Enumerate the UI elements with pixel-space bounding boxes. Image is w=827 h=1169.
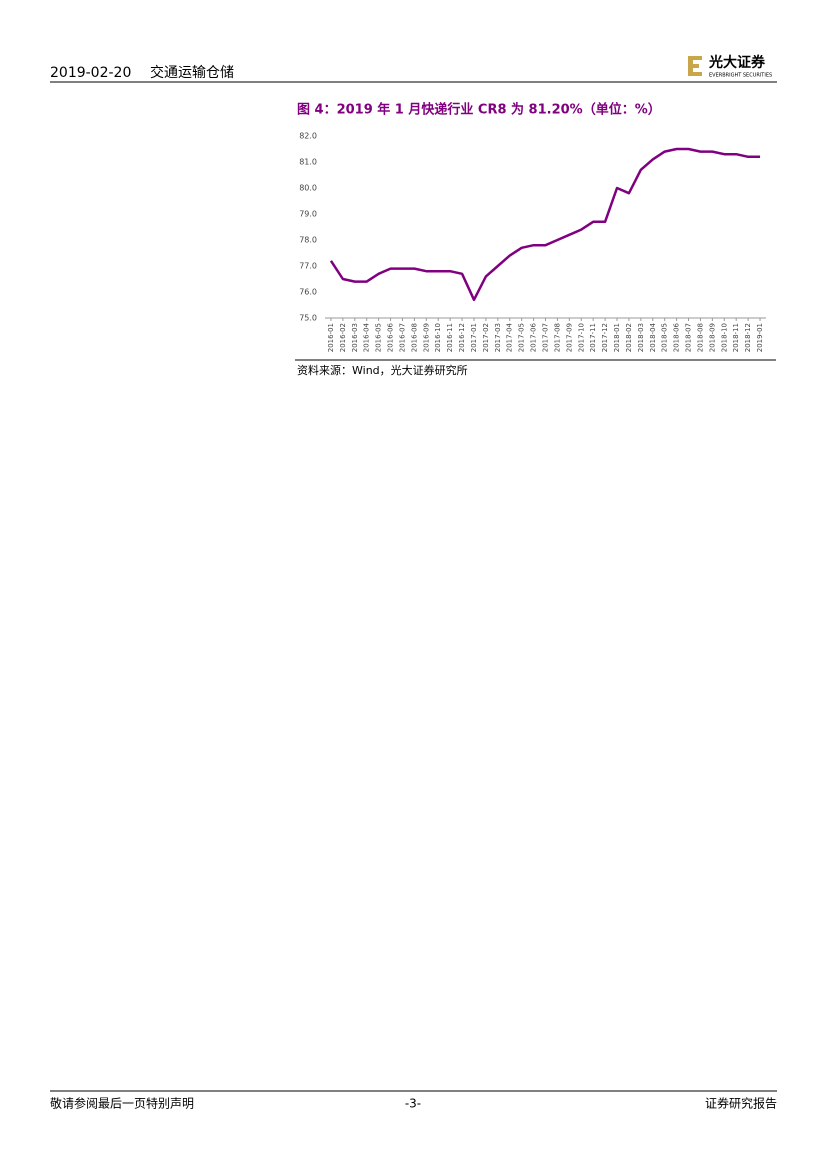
- logo-mark: [688, 64, 699, 68]
- x-tick-label: 2018-07: [685, 323, 693, 352]
- x-tick-label: 2017-05: [518, 323, 526, 352]
- x-tick-label: 2016-01: [327, 323, 335, 352]
- x-tick-label: 2016-10: [434, 323, 442, 352]
- y-tick-label: 80.0: [299, 184, 317, 193]
- x-tick-label: 2016-11: [446, 323, 454, 352]
- logo-cn: 光大证券: [708, 54, 766, 71]
- x-tick-label: 2016-12: [458, 323, 466, 352]
- chart: 75.0 76.0 77.0 78.0 79.0 80.0 81.0 82.0 2016-01 2…: [299, 132, 766, 352]
- y-tick-label: 77.0: [299, 262, 317, 271]
- footer-page: -3-: [405, 1097, 421, 1111]
- footer-report-type: 证券研究报告: [705, 1096, 777, 1111]
- x-tick-label: 2016-07: [398, 323, 406, 352]
- x-tick-label: 2018-12: [744, 323, 752, 352]
- x-tick-label: 2016-09: [422, 323, 430, 352]
- x-tick-label: 2016-08: [410, 323, 418, 352]
- x-tick-label: 2017-03: [494, 323, 502, 352]
- x-tick-label: 2017-11: [589, 323, 597, 352]
- x-tick-label: 2018-11: [732, 323, 740, 352]
- x-tick-label: 2017-02: [482, 323, 490, 352]
- x-tick-label: 2018-05: [661, 323, 669, 352]
- x-tick-label: 2018-01: [613, 323, 621, 352]
- x-tick-label: 2019-01: [756, 323, 764, 352]
- y-tick-label: 76.0: [299, 288, 317, 297]
- x-tick-label: 2017-07: [542, 323, 550, 352]
- x-tick-label: 2018-04: [649, 322, 657, 352]
- x-tick-label: 2016-03: [351, 323, 359, 352]
- x-tick-label: 2018-03: [637, 323, 645, 352]
- y-tick-label: 81.0: [299, 158, 317, 167]
- logo-mark: [688, 56, 702, 60]
- x-tick-label: 2018-08: [696, 323, 704, 352]
- logo-mark: [688, 72, 702, 76]
- x-tick-label: 2018-06: [673, 322, 681, 352]
- x-tick-label: 2017-01: [470, 323, 478, 352]
- x-tick-label: 2017-08: [553, 323, 561, 352]
- header-date: 2019-02-20: [50, 65, 131, 81]
- logo-en: EVERBRIGHT SECURITIES: [709, 73, 772, 79]
- x-tick-label: 2016-04: [363, 322, 371, 352]
- x-tick-label: 2018-10: [720, 323, 728, 352]
- x-tick-label: 2016-02: [339, 323, 347, 352]
- line-series: [329, 147, 761, 302]
- y-tick-label: 82.0: [299, 132, 317, 141]
- y-tick-label: 78.0: [299, 236, 317, 245]
- figure-source: 资料来源：Wind，光大证券研究所: [297, 363, 468, 377]
- x-tick-label: 2017-10: [577, 323, 585, 352]
- footer-disclaimer: 敬请参阅最后一页特别声明: [50, 1096, 194, 1111]
- x-tick-label: 2017-06: [530, 322, 538, 352]
- header-sector: 交通运输仓储: [150, 64, 234, 81]
- x-tick-label: 2018-09: [708, 323, 716, 352]
- y-tick-label: 79.0: [299, 210, 317, 219]
- x-tick-label: 2017-09: [565, 323, 573, 352]
- x-tick-label: 2017-12: [601, 323, 609, 352]
- logo: 光大证券 EVERBRIGHT SECURITIES: [688, 54, 772, 79]
- x-tick-label: 2018-02: [625, 323, 633, 352]
- figure-title: 图 4：2019 年 1 月快递行业 CR8 为 81.20%（单位：%）: [297, 102, 661, 118]
- x-tick-label: 2017-04: [506, 322, 514, 352]
- x-tick-label: 2016-05: [375, 323, 383, 352]
- y-tick-label: 75.0: [299, 314, 317, 323]
- x-tick-label: 2016-06: [387, 322, 395, 352]
